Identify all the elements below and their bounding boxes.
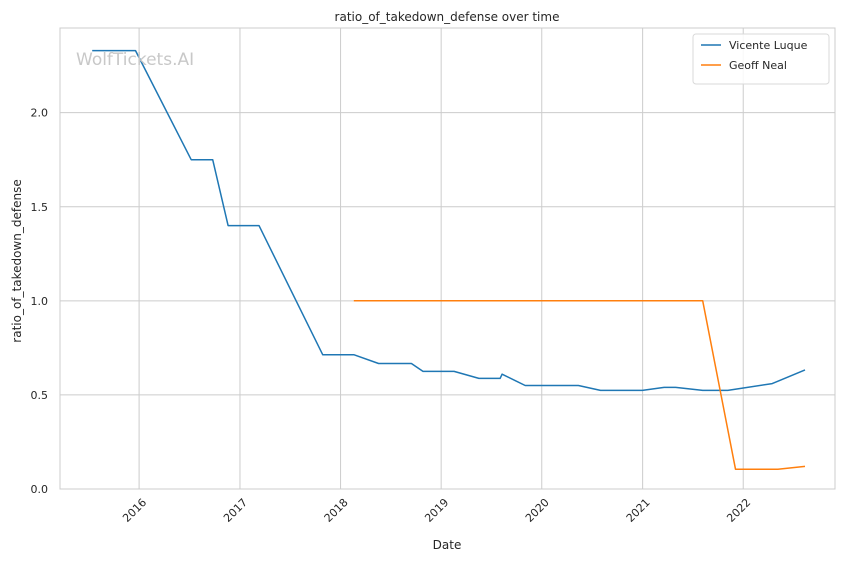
legend-label: Vicente Luque: [729, 39, 808, 52]
legend: Vicente Luque Geoff Neal: [692, 33, 830, 85]
y-tick-label: 0.5: [31, 389, 49, 402]
y-tick-label: 1.0: [31, 295, 49, 308]
x-tick-label: 2021: [624, 496, 653, 525]
x-tick-label: 2022: [724, 496, 753, 525]
y-tick-label: 2.0: [31, 107, 49, 120]
x-tick-label: 2018: [322, 496, 351, 525]
legend-box: [692, 33, 830, 85]
legend-label: Geoff Neal: [729, 59, 787, 72]
series-line-geoff-neal: [353, 300, 806, 470]
x-tick-label: 2016: [120, 496, 149, 525]
series-lines: [92, 49, 806, 470]
y-tick-label: 1.5: [31, 201, 49, 214]
chart-title: ratio_of_takedown_defense over time: [335, 10, 560, 24]
grid-lines: [60, 28, 835, 490]
x-axis-label: Date: [433, 538, 462, 552]
y-tick-label: 0.0: [31, 483, 49, 496]
y-axis-label: ratio_of_takedown_defense: [10, 179, 24, 342]
x-tick-label: 2017: [221, 496, 250, 525]
watermark: WolfTickets.AI: [76, 50, 194, 70]
x-tick-label: 2019: [422, 496, 451, 525]
series-line-vicente-luque: [92, 49, 806, 392]
plot-area: [59, 27, 836, 490]
x-tick-label: 2020: [523, 496, 552, 525]
